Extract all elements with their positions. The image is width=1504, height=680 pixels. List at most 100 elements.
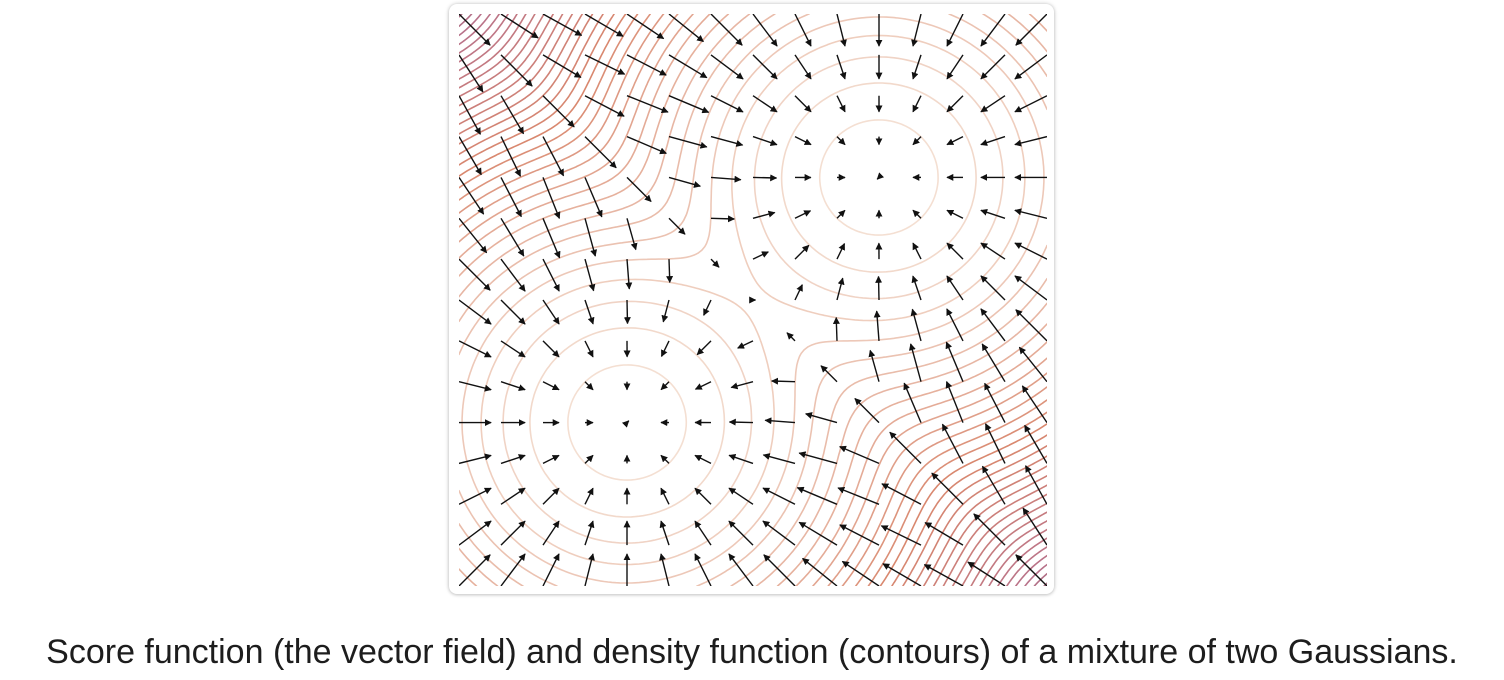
score-arrow (542, 136, 565, 177)
score-arrow (836, 136, 846, 146)
score-arrow (584, 14, 624, 37)
score-arrow (696, 340, 712, 356)
density-contour (459, 14, 1047, 586)
density-contour (459, 14, 1047, 586)
score-arrow (728, 553, 754, 586)
density-contour (459, 14, 1047, 586)
score-arrow (889, 431, 922, 464)
score-arrow (459, 136, 482, 176)
score-arrow (626, 14, 665, 40)
score-arrow (802, 557, 838, 586)
score-arrow (500, 381, 526, 392)
score-arrow (660, 340, 670, 358)
score-arrow (980, 95, 1006, 113)
score-arrow (946, 242, 964, 260)
score-arrow (694, 381, 712, 390)
score-arrow (941, 423, 964, 464)
score-arrow (1021, 385, 1047, 423)
score-arrow (659, 553, 670, 586)
density-contour (459, 14, 1047, 586)
score-arrow (710, 54, 744, 80)
score-arrow (868, 349, 880, 382)
score-vector-field (459, 14, 1047, 586)
density-contour (459, 14, 1047, 586)
score-arrow (980, 308, 1006, 342)
score-arrow (945, 341, 964, 382)
score-arrow (584, 95, 625, 117)
score-arrow (584, 177, 603, 218)
score-density-plot (459, 14, 1047, 586)
score-arrow (946, 135, 964, 146)
score-arrow (882, 563, 922, 586)
score-arrow (794, 210, 812, 219)
score-arrow (626, 54, 667, 76)
score-arrow (967, 561, 1006, 586)
score-arrow (459, 14, 491, 46)
score-arrow (841, 560, 880, 586)
score-arrow (542, 177, 561, 220)
score-arrow (752, 174, 778, 182)
score-arrow (881, 483, 922, 505)
score-arrow (980, 14, 1006, 47)
density-contour (459, 14, 1047, 586)
score-arrow (500, 14, 539, 39)
score-arrow (880, 525, 922, 546)
score-arrow (984, 382, 1006, 423)
score-arrow (763, 554, 796, 586)
score-arrow (762, 453, 796, 465)
score-arrow (584, 340, 594, 358)
score-arrow (728, 454, 754, 465)
score-arrow (728, 418, 754, 426)
score-arrow (1024, 424, 1047, 464)
score-arrow (946, 209, 964, 219)
score-arrow (794, 14, 812, 47)
score-arrow (836, 54, 847, 80)
score-arrow (500, 136, 522, 177)
score-arrow (584, 454, 594, 464)
score-arrow (459, 340, 492, 358)
score-arrow (500, 520, 526, 546)
score-arrow (1015, 309, 1047, 342)
score-arrow (923, 563, 964, 586)
density-contour (480, 34, 1026, 566)
score-arrow (839, 445, 880, 465)
score-arrow (626, 218, 638, 251)
score-arrow (837, 486, 880, 505)
score-arrow (836, 14, 847, 47)
score-arrow (459, 54, 484, 93)
score-arrow (1024, 465, 1047, 505)
score-arrow (542, 340, 560, 358)
score-arrow (500, 454, 526, 465)
score-arrow (500, 258, 526, 292)
score-arrow (980, 242, 1006, 260)
score-arrow (911, 275, 922, 301)
score-arrow (694, 487, 712, 505)
density-contour (459, 14, 1047, 586)
score-arrow (459, 258, 491, 291)
score-arrow (584, 520, 595, 546)
score-arrow (500, 54, 533, 87)
score-arrow (542, 520, 560, 546)
score-arrow (500, 177, 522, 218)
score-arrow (875, 275, 883, 301)
score-arrow (1014, 208, 1047, 219)
score-arrow (836, 95, 846, 113)
density-contour (459, 14, 1047, 586)
score-arrow (752, 95, 778, 113)
score-arrow (1014, 135, 1047, 147)
score-arrow (710, 14, 743, 46)
score-arrow (659, 520, 670, 546)
score-arrow (1018, 346, 1047, 383)
score-arrow (945, 380, 964, 423)
score-arrow (500, 217, 525, 257)
score-arrow (1015, 14, 1047, 46)
score-arrow (752, 54, 778, 80)
score-arrow (798, 521, 838, 546)
score-arrow (542, 487, 560, 505)
score-arrow (796, 486, 838, 505)
score-arrow (459, 487, 492, 505)
score-arrow (836, 277, 845, 301)
score-arrow (762, 487, 796, 505)
score-arrow (459, 95, 482, 135)
score-arrow (911, 54, 922, 80)
